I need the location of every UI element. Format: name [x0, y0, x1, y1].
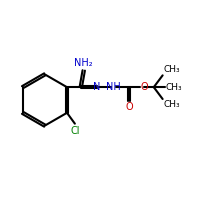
Text: CH₃: CH₃	[163, 65, 180, 74]
Text: O: O	[141, 82, 149, 92]
Text: O: O	[125, 102, 133, 112]
Text: CH₃: CH₃	[163, 100, 180, 109]
Text: NH: NH	[106, 82, 121, 92]
Text: N: N	[93, 82, 100, 92]
Text: Cl: Cl	[70, 126, 80, 136]
Text: CH₃: CH₃	[165, 83, 182, 92]
Text: NH₂: NH₂	[74, 58, 93, 68]
